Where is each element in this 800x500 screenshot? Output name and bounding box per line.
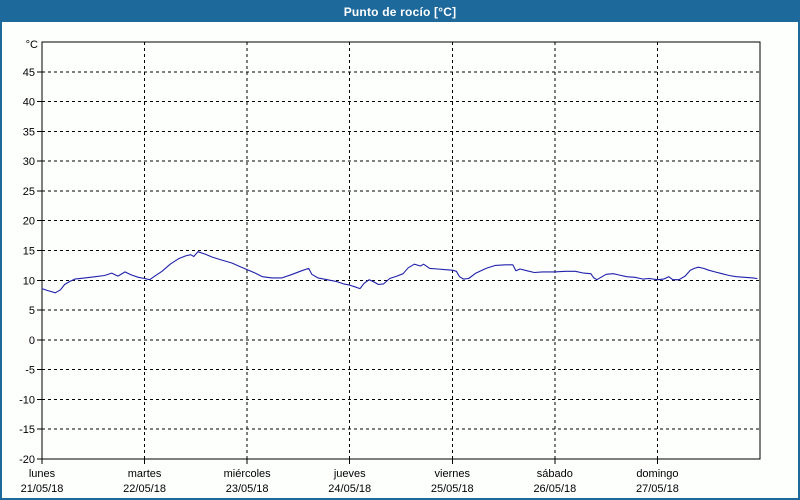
x-day-name: domingo bbox=[636, 468, 678, 480]
y-tick-label: 0 bbox=[29, 335, 35, 347]
y-tick-label: -5 bbox=[25, 365, 35, 377]
y-axis-unit-label: °C bbox=[26, 39, 38, 51]
chart-canvas: -20 -15 -10 -5 0 5 10 15 20 25 30 35 40 45 °C lunes 21/0… bbox=[19, 39, 761, 495]
y-tick-label: 20 bbox=[23, 216, 35, 228]
y-tick-label: 25 bbox=[23, 186, 35, 198]
y-tick-label: 35 bbox=[23, 126, 35, 138]
x-day-name: lunes bbox=[29, 468, 56, 480]
x-day-date: 23/05/18 bbox=[226, 483, 269, 495]
y-tick-label: -20 bbox=[19, 454, 35, 466]
title-bar: Punto de rocío [°C] bbox=[2, 2, 798, 22]
y-tick-label: -10 bbox=[19, 394, 35, 406]
x-day-name: miércoles bbox=[224, 468, 272, 480]
y-tick-label: 10 bbox=[23, 275, 35, 287]
y-tick-label: 5 bbox=[29, 305, 35, 317]
y-tick-label: 15 bbox=[23, 246, 35, 258]
x-day-date: 27/05/18 bbox=[636, 483, 679, 495]
y-tick-label: 45 bbox=[23, 67, 35, 79]
x-day-date: 22/05/18 bbox=[123, 483, 166, 495]
x-day-date: 26/05/18 bbox=[533, 483, 576, 495]
y-tick-label: 40 bbox=[23, 97, 35, 109]
x-day-name: sábado bbox=[537, 468, 573, 480]
dewpoint-line bbox=[41, 251, 758, 294]
chart-title: Punto de rocío [°C] bbox=[343, 5, 457, 19]
x-day-date: 24/05/18 bbox=[328, 483, 371, 495]
x-day-date: 21/05/18 bbox=[21, 483, 64, 495]
plot-border bbox=[41, 41, 761, 460]
y-tick-label: 30 bbox=[23, 156, 35, 168]
x-day-name: jueves bbox=[333, 468, 366, 480]
x-day-name: viernes bbox=[435, 468, 471, 480]
x-day-name: martes bbox=[128, 468, 162, 480]
x-day-date: 25/05/18 bbox=[431, 483, 474, 495]
y-tick-label: -15 bbox=[19, 424, 35, 436]
